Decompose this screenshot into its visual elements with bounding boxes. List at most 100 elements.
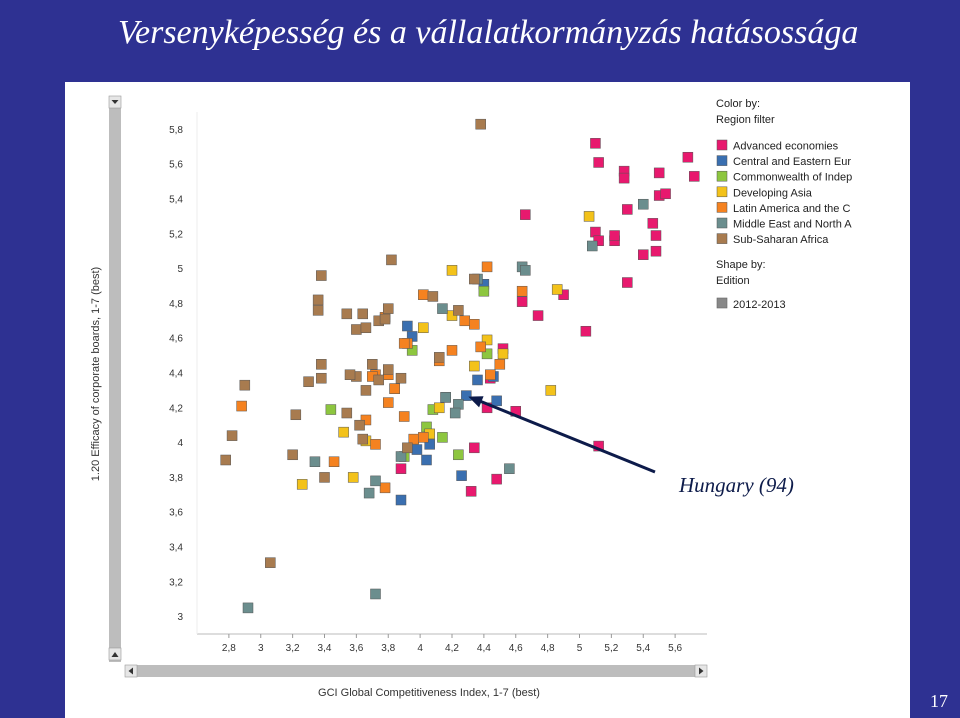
slide-title: Versenyképesség és a vállalatkormányzás … [118, 14, 859, 51]
legend-label: Sub-Saharan Africa [733, 234, 829, 246]
shape-title-line-2: Edition [716, 275, 750, 287]
data-point [398, 411, 410, 422]
horizontal-scrollbar[interactable] [125, 665, 707, 677]
data-point [440, 392, 451, 403]
annotation-label: Hungary (94) [678, 473, 794, 497]
data-point [344, 369, 356, 380]
data-point [303, 376, 314, 387]
x-tick-label: 4 [417, 643, 423, 654]
data-point [653, 167, 665, 179]
data-point [618, 172, 630, 184]
x-tick-label: 4,8 [541, 643, 555, 654]
data-point [622, 277, 633, 288]
data-point [395, 451, 407, 462]
x-tick-label: 2,8 [222, 643, 236, 654]
data-point [580, 325, 592, 337]
data-point [647, 218, 659, 229]
data-point [446, 265, 458, 276]
y-tick-label: 3,8 [169, 473, 183, 484]
data-point [328, 456, 340, 467]
data-point [481, 348, 493, 360]
data-point [545, 385, 557, 396]
data-point [421, 454, 432, 466]
data-point [395, 463, 407, 474]
data-point [418, 289, 429, 300]
data-point [622, 204, 633, 215]
data-point [319, 472, 330, 483]
data-point [453, 449, 464, 461]
x-axis-title: GCI Global Competitiveness Index, 1-7 (b… [318, 687, 540, 699]
legend-swatch [716, 155, 728, 166]
data-point [290, 409, 302, 421]
data-point [469, 442, 480, 454]
data-point [481, 261, 493, 273]
data-point [472, 374, 483, 386]
data-point [532, 310, 544, 321]
data-point [402, 320, 413, 332]
y-tick-label: 3,4 [169, 543, 183, 554]
data-point [453, 305, 464, 316]
vertical-scrollbar[interactable] [109, 96, 121, 662]
data-point [236, 400, 247, 412]
page-number: 17 [930, 691, 948, 711]
data-point [351, 324, 362, 335]
data-point [398, 338, 410, 349]
y-tick-label: 3 [177, 612, 183, 623]
y-tick-label: 5,6 [169, 160, 183, 171]
y-tick-label: 5,8 [169, 125, 183, 136]
data-point [491, 395, 502, 407]
legend-label: Latin America and the C [733, 203, 850, 215]
legend-swatch [716, 202, 728, 213]
x-tick-label: 3,6 [349, 643, 363, 654]
data-point [689, 171, 700, 182]
x-tick-label: 4,4 [477, 643, 491, 654]
data-point [437, 303, 448, 314]
data-point [475, 341, 486, 353]
data-point [370, 439, 381, 450]
data-point [520, 265, 531, 276]
data-point [504, 463, 515, 474]
x-tick-label: 5,4 [636, 643, 650, 654]
data-point [239, 379, 251, 391]
legend-swatch [716, 233, 728, 244]
y-tick-label: 5,2 [169, 229, 183, 240]
hungary-annotation: Hungary (94) [468, 396, 794, 497]
legend-label: Middle East and North A [733, 219, 852, 231]
data-point [341, 407, 353, 419]
legend-title-line-2: Region filter [716, 114, 775, 126]
data-point [590, 138, 601, 149]
data-point [341, 308, 353, 320]
data-point [357, 308, 368, 320]
data-point [383, 364, 394, 375]
data-points [220, 118, 700, 614]
data-point [583, 211, 595, 222]
data-point [491, 473, 502, 485]
data-point [395, 372, 407, 384]
data-point [402, 442, 413, 454]
data-point [469, 319, 480, 330]
legend-swatch [716, 186, 728, 198]
data-point [520, 209, 531, 220]
legend-title-line-1: Color by: [716, 98, 760, 110]
data-point [309, 456, 321, 467]
x-tick-label: 3,4 [318, 643, 332, 654]
y-tick-label: 5 [177, 264, 183, 275]
data-point [411, 444, 423, 455]
y-tick-label: 4 [177, 438, 183, 449]
legend-label: Developing Asia [733, 187, 813, 199]
shape-title-line-1: Shape by: [716, 259, 766, 271]
data-point [363, 487, 375, 499]
data-point [395, 494, 407, 506]
data-point [446, 345, 458, 356]
data-point [475, 118, 486, 130]
legend-swatch [716, 217, 728, 229]
data-point [287, 449, 298, 461]
legend-label: Commonwealth of Indep [733, 172, 852, 184]
data-point [461, 390, 472, 401]
x-tick-label: 3,2 [286, 643, 300, 654]
y-tick-label: 3,2 [169, 577, 183, 588]
legend-swatch [716, 139, 728, 151]
data-point [383, 397, 394, 408]
data-point [638, 249, 649, 260]
data-point [418, 432, 429, 443]
